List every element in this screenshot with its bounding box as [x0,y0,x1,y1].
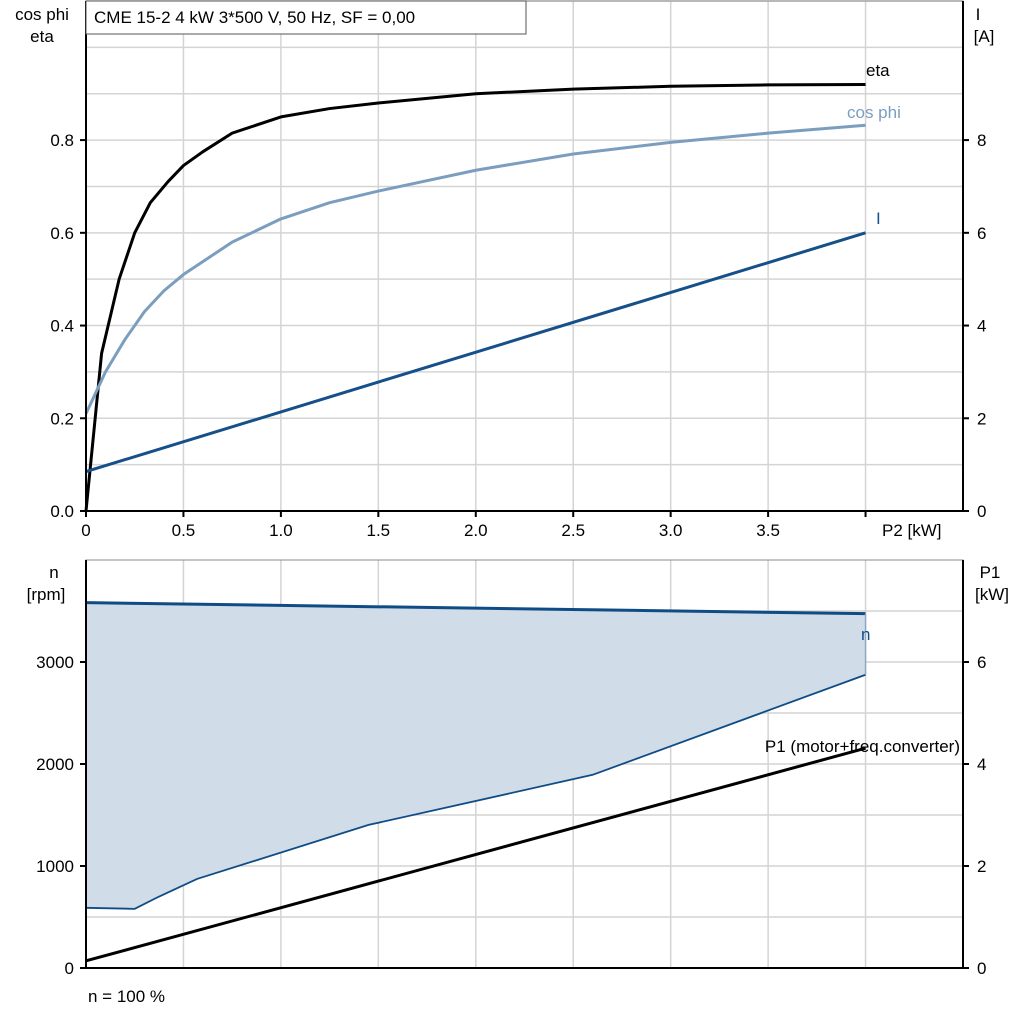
series-eta [84,82,866,512]
top-ylabel-left-1: cos phi [15,5,69,24]
bottom-ylabel-right-1: P1 [980,563,1001,582]
top-ylabel-right-2: [A] [974,27,995,46]
series-i [85,231,866,474]
x-tick-label: 2.0 [464,521,488,540]
y-left-tick-label: 0.4 [50,317,74,336]
y-right-tick-label: 6 [977,653,986,672]
y-right-tick-label: 0 [977,959,986,978]
chart-title: CME 15-2 4 kW 3*500 V, 50 Hz, SF = 0,00 [94,8,415,27]
bottom-ylabel-right-2: [kW] [975,585,1009,604]
y-right-tick-label: 8 [977,131,986,150]
y-left-tick-label: 0.8 [50,131,74,150]
y-right-tick-label: 6 [977,224,986,243]
y-left-tick-label: 0.2 [50,409,74,428]
y-left-tick-label: 0.6 [50,224,74,243]
label-cos-phi: cos phi [847,103,901,122]
y-right-tick-label: 0 [977,502,986,521]
y-left-tick-label: 0.0 [50,502,74,521]
series-lines [84,82,867,963]
y-left-tick-label: 3000 [36,653,74,672]
x-tick-label: 0 [81,521,90,540]
y-right-tick-label: 2 [977,857,986,876]
n-range-fill [86,602,866,909]
annotation-n-100: n = 100 % [88,987,165,1006]
x-axis-label: P2 [kW] [882,521,942,540]
x-tick-label: 0.5 [172,521,196,540]
x-tick-label: 3.0 [659,521,683,540]
y-left-tick-label: 1000 [36,857,74,876]
top-plot-frame [85,0,964,512]
top-ylabel-left-2: eta [30,27,54,46]
tick-labels: 0 0.5 1.0 1.5 2.0 2.5 3.0 3.5 0.0 0.2 0.4 0.6 0.8 0 2 4… [36,131,986,978]
y-left-tick-label: 2000 [36,755,74,774]
y-right-tick-label: 4 [977,317,986,336]
x-tick-label: 2.5 [561,521,585,540]
y-right-tick-label: 4 [977,755,986,774]
axes [80,0,969,969]
label-n: n [861,625,870,644]
x-tick-label: 1.0 [269,521,293,540]
y-right-tick-label: 2 [977,409,986,428]
x-tick-label: 3.5 [756,521,780,540]
series-n-max [85,601,866,616]
series-p1 [85,746,866,963]
y-left-tick-label: 0 [65,959,74,978]
title-box [85,0,527,35]
label-p1: P1 (motor+freq.converter) [765,737,960,756]
bottom-ylabel-left-2: [rpm] [27,585,66,604]
top-ylabel-right-1: I [976,5,981,24]
label-eta: eta [866,61,890,80]
top-grid [86,0,963,511]
series-cos-phi [84,123,866,415]
label-current: I [876,209,881,228]
series-n-min [85,673,866,910]
x-tick-label: 1.5 [367,521,391,540]
bottom-ylabel-left-1: n [49,563,58,582]
